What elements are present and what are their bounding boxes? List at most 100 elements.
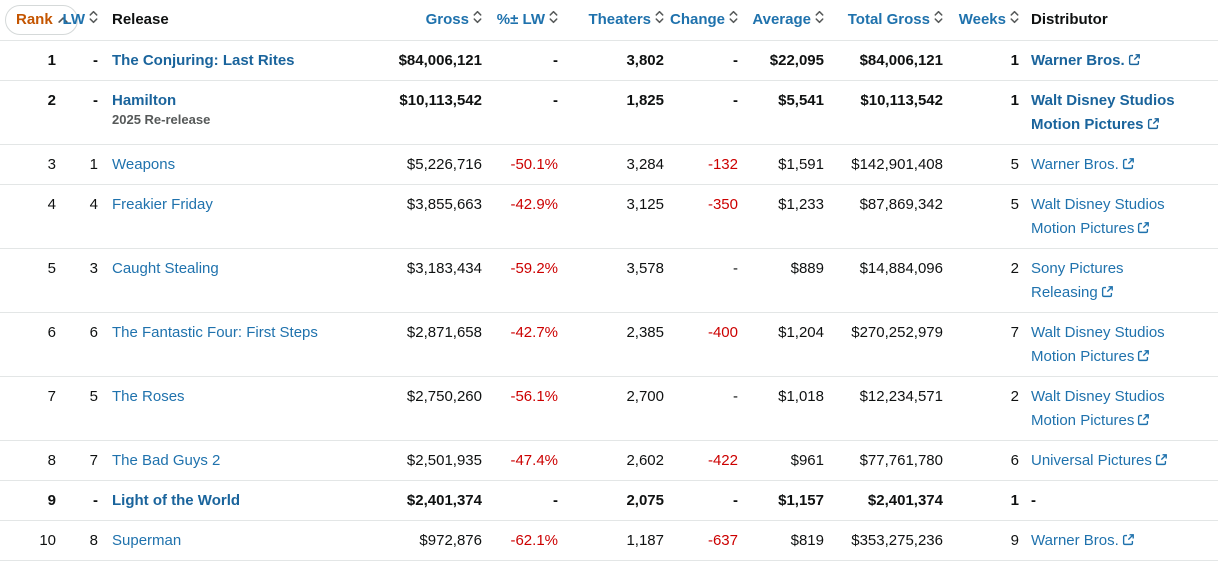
distributor-link[interactable]: Warner Bros. [1031, 52, 1141, 69]
change-cell: - [733, 91, 738, 109]
average-cell: $819 [790, 531, 824, 549]
distributor-cell: Walt Disney Studios Motion Pictures [1019, 312, 1218, 376]
total-gross-cell: $87,869,342 [859, 195, 943, 213]
header-lw[interactable]: LW [56, 0, 98, 40]
pct-lw-cell: -62.1% [510, 531, 558, 549]
external-link-icon [1101, 285, 1113, 297]
header-theaters[interactable]: Theaters [558, 0, 664, 40]
distributor-link[interactable]: Warner Bros. [1031, 532, 1135, 549]
distributor-link[interactable]: Walt Disney Studios Motion Pictures [1031, 195, 1165, 237]
header-average[interactable]: Average [738, 0, 824, 40]
header-pct-lw[interactable]: %± LW [482, 0, 558, 40]
lw-cell: 4 [89, 195, 98, 213]
release-link[interactable]: Caught Stealing [112, 259, 219, 277]
release-cell: Freakier Friday [98, 184, 360, 248]
release-link[interactable]: Hamilton [112, 91, 177, 109]
header-change-label: Change [669, 10, 725, 28]
average-cell: $1,018 [778, 387, 824, 405]
gross-cell: $2,501,935 [406, 451, 482, 469]
sort-arrows-icon [729, 8, 738, 32]
table-row: 7 5 The Roses $2,750,260 -56.1% 2,700 - $1,018 $… [0, 376, 1218, 440]
theaters-cell: 1,187 [626, 531, 664, 549]
weeks-cell: 2 [1010, 387, 1019, 405]
release-link[interactable]: Superman [112, 531, 182, 549]
distributor-cell: Sony Pictures Releasing [1019, 248, 1218, 312]
release-link[interactable]: The Bad Guys 2 [112, 451, 221, 469]
gross-cell: $3,183,434 [406, 259, 482, 277]
release-cell: The Fantastic Four: First Steps [98, 312, 360, 376]
table-row: 6 6 The Fantastic Four: First Steps $2,871,… [0, 312, 1218, 376]
header-pct-lw-label: %± LW [496, 10, 545, 28]
distributor-link[interactable]: Sony Pictures Releasing [1031, 259, 1124, 301]
header-weeks[interactable]: Weeks [943, 0, 1019, 40]
lw-cell: - [93, 91, 98, 109]
header-change[interactable]: Change [664, 0, 738, 40]
weeks-cell: 2 [1010, 259, 1019, 277]
header-gross[interactable]: Gross [360, 0, 482, 40]
pct-lw-cell: - [553, 91, 558, 109]
release-link[interactable]: The Fantastic Four: First Steps [112, 323, 318, 341]
total-gross-cell: $2,401,374 [867, 491, 943, 509]
distributor-link[interactable]: Universal Pictures [1031, 452, 1168, 469]
release-link[interactable]: Light of the World [112, 491, 241, 509]
table-row: 1- The Conjuring: Last Rites $84,006,121-3… [0, 40, 1218, 80]
external-link-icon [1128, 53, 1140, 65]
lw-cell: 8 [89, 531, 98, 549]
release-cell: Superman [98, 520, 360, 560]
total-gross-cell: $142,901,408 [851, 155, 943, 173]
weeks-cell: 1 [1010, 91, 1019, 109]
external-link-icon [1122, 157, 1134, 169]
release-link[interactable]: Weapons [112, 155, 176, 173]
total-gross-cell: $353,275,236 [851, 531, 943, 549]
sort-arrows-icon [655, 8, 664, 32]
distributor-cell: - [1031, 491, 1036, 509]
theaters-cell: 2,700 [626, 387, 664, 405]
pct-lw-cell: -56.1% [510, 387, 558, 405]
total-gross-cell: $84,006,121 [859, 51, 943, 69]
average-cell: $961 [790, 451, 824, 469]
rank-cell: 2 [47, 91, 56, 109]
rank-cell: 5 [47, 259, 56, 277]
distributor-cell: Universal Pictures [1019, 440, 1218, 480]
sort-arrows-icon [473, 8, 482, 32]
sort-ascending-icon [58, 8, 68, 32]
distributor-cell: Warner Bros. [1019, 520, 1218, 560]
change-cell: - [733, 387, 738, 405]
average-cell: $1,204 [778, 323, 824, 341]
table-row: 3 1 Weapons $5,226,716 -50.1% 3,284 -132 $1,591… [0, 144, 1218, 184]
weeks-cell: 9 [1010, 531, 1019, 549]
external-link-icon [1122, 533, 1134, 545]
change-cell: -350 [707, 195, 738, 213]
distributor-link[interactable]: Walt Disney Studios Motion Pictures [1031, 323, 1165, 365]
gross-cell: $3,855,663 [406, 195, 482, 213]
rank-cell: 1 [47, 51, 56, 69]
external-link-icon [1155, 453, 1167, 465]
distributor-link[interactable]: Walt Disney Studios Motion Pictures [1031, 91, 1175, 133]
release-link[interactable]: The Roses [112, 387, 185, 405]
change-cell: -132 [707, 155, 738, 173]
change-cell: -422 [707, 451, 738, 469]
weeks-cell: 1 [1010, 51, 1019, 69]
table-row: 8 7 The Bad Guys 2 $2,501,935 -47.4% 2,602 -42… [0, 440, 1218, 480]
total-gross-cell: $12,234,571 [859, 387, 943, 405]
header-distributor-label: Distributor [1031, 10, 1108, 28]
release-link[interactable]: Freakier Friday [112, 195, 213, 213]
total-gross-cell: $270,252,979 [851, 323, 943, 341]
header-total-gross[interactable]: Total Gross [824, 0, 943, 40]
header-rank[interactable]: Rank [0, 0, 78, 40]
distributor-link[interactable]: Warner Bros. [1031, 156, 1135, 173]
header-weeks-label: Weeks [958, 10, 1006, 28]
rank-cell: 9 [47, 491, 56, 509]
external-link-icon [1147, 117, 1159, 129]
release-cell: Light of the World [98, 480, 360, 520]
table-row: 2- Hamilton 2025 Re-release $10,113,542-1,8… [0, 80, 1218, 144]
table-row: 5 3 Caught Stealing $3,183,434 -59.2% 3,578 - $… [0, 248, 1218, 312]
distributor-link[interactable]: Walt Disney Studios Motion Pictures [1031, 387, 1165, 429]
table-row: 9- Light of the World $2,401,374-2,075- $1,… [0, 480, 1218, 520]
distributor-cell: Walt Disney Studios Motion Pictures [1019, 80, 1218, 144]
sort-arrows-icon [815, 8, 824, 32]
release-link[interactable]: The Conjuring: Last Rites [112, 51, 295, 69]
change-cell: - [733, 51, 738, 69]
rank-sort-pill[interactable]: Rank [5, 4, 78, 35]
